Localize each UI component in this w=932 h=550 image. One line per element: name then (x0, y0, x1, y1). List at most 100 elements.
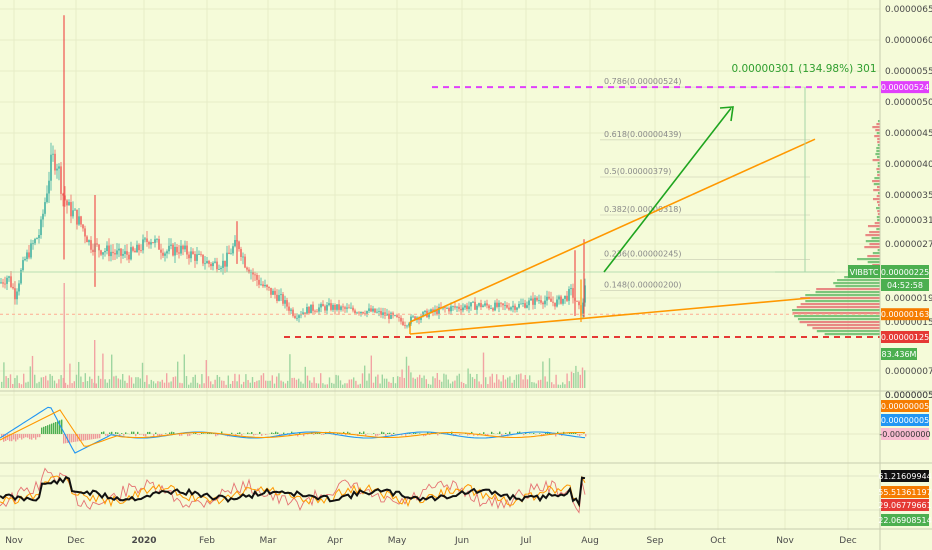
macd-histogram-bar (297, 434, 299, 437)
macd-histogram-bar (147, 431, 149, 434)
time-tick-label: Dec (67, 536, 84, 546)
candle-body (280, 294, 282, 296)
macd-histogram-bar (131, 431, 133, 434)
macd-histogram-bar (231, 432, 233, 434)
candle-body (532, 298, 534, 305)
macd-histogram-bar (27, 434, 29, 438)
volume-bar (192, 377, 194, 388)
candle-body (100, 250, 102, 255)
volume-bar (73, 381, 75, 388)
volume-bar (445, 374, 447, 388)
volume-bar (328, 377, 331, 388)
volume-bar (504, 379, 507, 388)
candle-body (192, 251, 194, 255)
volume-bar (370, 355, 372, 388)
candle-body (88, 240, 90, 243)
volume-bar (408, 365, 410, 388)
volume-profile-bar (877, 162, 880, 165)
volume-bar (317, 383, 320, 388)
volume-bar (199, 384, 201, 388)
volume-profile-bar (874, 135, 880, 138)
candle-body (134, 250, 136, 253)
time-axis[interactable]: Nov Dec 2020 Feb Mar Apr May Jun Jul Aug Sep Oct Nov… (5, 536, 857, 546)
volume-bar (31, 355, 34, 388)
candle-body (410, 316, 412, 324)
volume-bar (498, 379, 500, 388)
macd-histogram-bar (385, 434, 387, 437)
volume-profile-bar (867, 225, 880, 228)
candle-body (252, 271, 254, 275)
volume-bar (570, 371, 573, 388)
candle-body (148, 241, 150, 245)
volume-bar (326, 384, 328, 388)
macd-histogram-bar (165, 433, 167, 434)
candle-body (110, 251, 112, 257)
macd-histogram-bar (529, 433, 531, 434)
macd-histogram-bar (157, 434, 159, 436)
macd-histogram-bar (321, 434, 323, 435)
volume-bar (496, 374, 498, 388)
candle-body (518, 303, 520, 308)
volume-bar (500, 381, 502, 388)
volume-profile-bar (867, 255, 880, 258)
volume-bar (205, 360, 207, 388)
volume-bar (469, 373, 471, 388)
macd-histogram-bar (47, 425, 49, 434)
volume-bar (350, 379, 353, 388)
volume-bar (9, 374, 12, 388)
volume-bar (181, 383, 183, 388)
macd-histogram-bar (59, 420, 61, 434)
candle-body (446, 307, 448, 309)
volume-bar (557, 384, 559, 388)
volume-profile-bar (877, 120, 880, 123)
macd-histogram-bar (71, 434, 73, 443)
candle-body (356, 312, 358, 314)
volume-bar (548, 358, 551, 388)
volume-bar (478, 381, 480, 388)
candle-body (234, 240, 236, 247)
volume-bar (313, 377, 315, 388)
candle-body (324, 306, 326, 311)
candle-body (132, 247, 134, 251)
macd-histogram-bar (7, 434, 9, 440)
candle-body (562, 298, 564, 304)
candle-body (262, 284, 264, 287)
candle-body (292, 309, 294, 316)
macd-histogram-bar (429, 434, 431, 436)
volume-bar (1, 381, 3, 388)
candle-body (448, 307, 450, 312)
macd-histogram-bar (461, 434, 463, 435)
volume-bar (75, 374, 78, 388)
candle-body (350, 307, 352, 309)
candle-body (424, 310, 426, 313)
candle-body (354, 310, 356, 314)
macd-histogram-bar (125, 432, 127, 434)
volume-bars (1, 283, 586, 388)
volume-bar (322, 383, 324, 388)
macd-histogram-bar (221, 431, 223, 434)
candle-body (268, 286, 270, 288)
candle-body (512, 305, 514, 308)
candle-body (578, 301, 580, 306)
candle-body (316, 311, 318, 313)
candle-body (468, 306, 470, 310)
volume-bar (295, 379, 298, 388)
volume-bar (163, 382, 166, 388)
time-tick-label: Mar (260, 536, 277, 546)
macd-value-tag: 0.00000005 (881, 416, 929, 425)
candle-body (490, 308, 492, 310)
macd-histogram-bar (505, 432, 507, 434)
candle-body (64, 195, 66, 201)
candle-body (412, 316, 414, 318)
macd-histogram-bar (153, 434, 155, 437)
macd-histogram-bar (383, 432, 385, 434)
candle-body (502, 303, 504, 306)
volume-bar (526, 379, 529, 388)
grid (0, 0, 880, 530)
volume-bar (262, 373, 265, 388)
measurement-label: 0.00000301 (134.98%) 301 (731, 63, 876, 75)
macd-histogram-bar (81, 434, 83, 441)
candle-body (210, 263, 212, 267)
